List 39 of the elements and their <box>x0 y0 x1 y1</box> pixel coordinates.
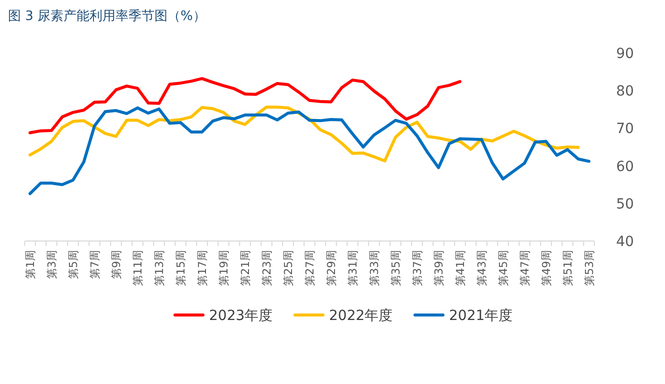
x-tick-label: 第35周 <box>390 250 402 286</box>
x-tick-label: 第45周 <box>497 250 510 286</box>
y-tick-label: 80 <box>616 84 634 100</box>
x-tick-label: 第33周 <box>368 250 381 286</box>
y-tick-label: 70 <box>616 121 634 138</box>
x-tick-label: 第27周 <box>304 250 316 286</box>
x-tick-label: 第7周 <box>88 250 102 279</box>
y-tick-label: 90 <box>616 46 634 62</box>
legend-label: 2023年度 <box>209 308 273 324</box>
x-tick-label: 第3周 <box>46 250 58 279</box>
legend-label: 2021年度 <box>449 308 513 324</box>
x-tick-label: 第49周 <box>540 250 553 286</box>
chart-title: 图 3 尿素产能利用率季节图（%） <box>8 8 206 24</box>
x-tick-label: 第1周 <box>24 250 37 279</box>
x-tick-label: 第25周 <box>282 250 295 286</box>
line-series <box>28 77 462 134</box>
x-tick-label: 第9周 <box>110 250 123 279</box>
x-tick-label: 第23周 <box>260 250 274 286</box>
x-tick-label: 第43周 <box>476 250 488 286</box>
x-tick-label: 第29周 <box>325 250 338 286</box>
x-tick-label: 第37周 <box>411 250 424 286</box>
legend-label: 2022年度 <box>329 308 393 324</box>
x-tick-label: 第11周 <box>132 250 144 286</box>
x-tick-label: 第47周 <box>518 250 532 286</box>
x-tick-label: 第15周 <box>174 250 188 286</box>
x-tick-label: 第5周 <box>67 250 80 279</box>
line-series <box>28 106 590 196</box>
x-tick-label: 第51周 <box>562 250 574 286</box>
x-tick-label: 第17周 <box>196 250 209 286</box>
x-tick-label: 第19周 <box>218 250 230 286</box>
x-tick-label: 第21周 <box>239 250 252 286</box>
x-tick-label: 第41周 <box>454 250 467 286</box>
x-tick-label: 第39周 <box>432 250 446 286</box>
y-tick-label: 60 <box>616 158 634 175</box>
y-tick-label: 50 <box>616 196 634 212</box>
x-tick-label: 第31周 <box>346 250 360 286</box>
x-tick-label: 第13周 <box>153 250 166 286</box>
y-tick-label: 40 <box>616 234 634 250</box>
x-tick-label: 第53周 <box>583 250 596 286</box>
